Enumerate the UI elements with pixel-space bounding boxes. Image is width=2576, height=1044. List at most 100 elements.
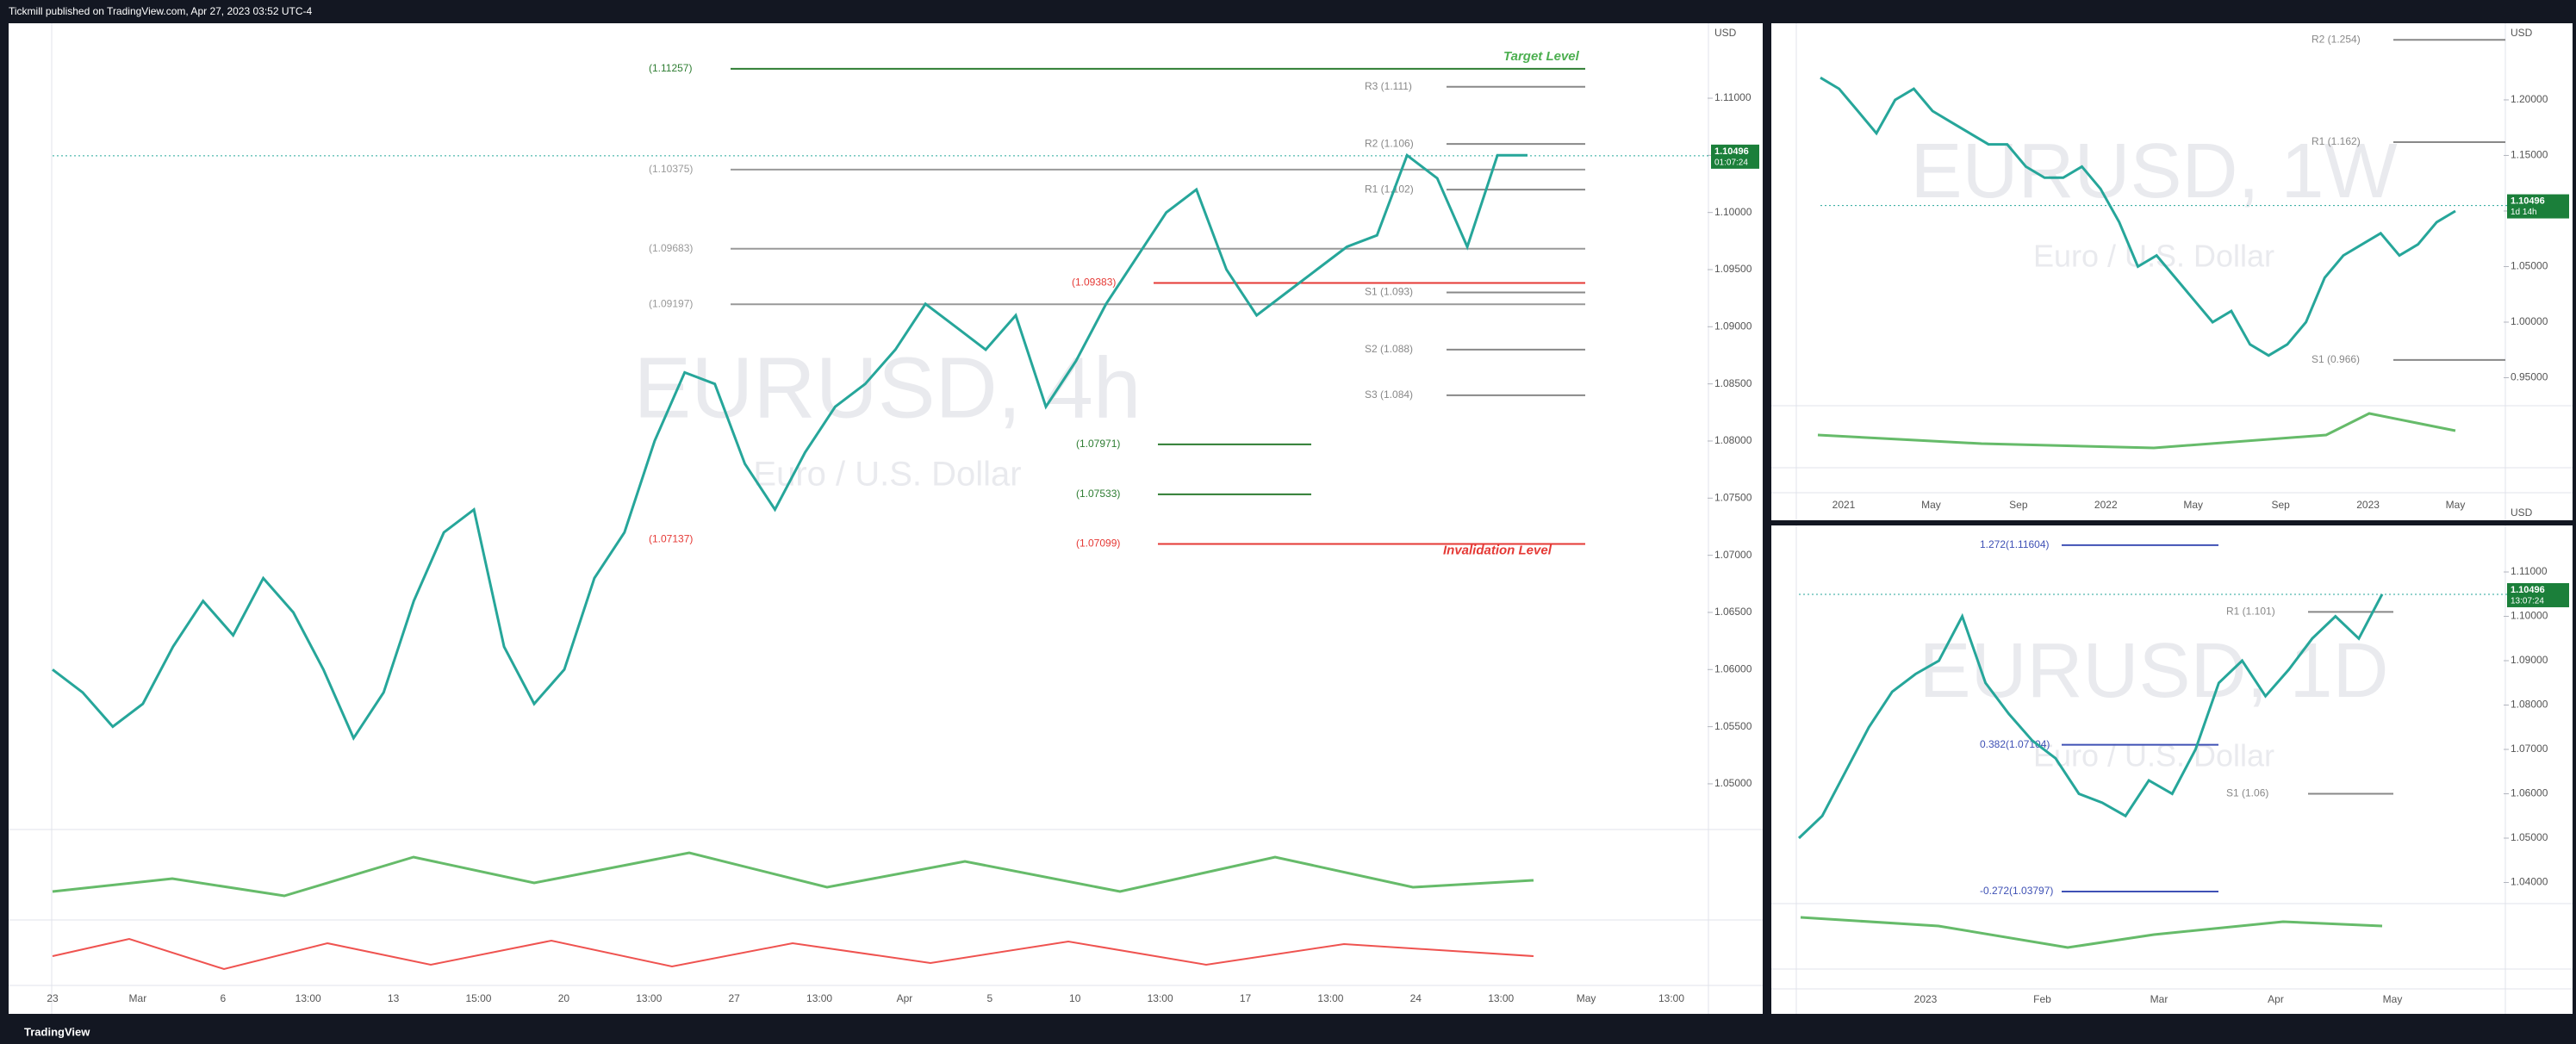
x-tick-label: Sep (2271, 499, 2290, 511)
y-tick-label: 1.06000 (2511, 787, 2548, 799)
x-tick-label: 6 (220, 992, 226, 1004)
watermark-subtitle: Euro / U.S. Dollar (2033, 738, 2274, 774)
price-line (1797, 593, 2384, 840)
y-tick-label: 1.08000 (2511, 699, 2548, 711)
x-tick-label: 10 (1069, 992, 1081, 1004)
watermark: EURUSD, 1D (1919, 628, 2388, 714)
y-tick-label: 1.07000 (2511, 743, 2548, 755)
y-tick-label: 1.09500 (1714, 263, 1752, 275)
y-tick-label: 1.06500 (1714, 606, 1752, 618)
invalidation-annotation: Invalidation Level (1443, 543, 1552, 557)
level-label: S3 (1.084) (1365, 388, 1413, 401)
last-price-badge (1711, 144, 1759, 169)
target-annotation: Target Level (1503, 49, 1580, 64)
oscillators (52, 412, 2456, 971)
level-label: R1 (1.102) (1365, 183, 1414, 195)
watermark: EURUSD, 1W (1910, 128, 2397, 214)
y-tick-label: 1.06000 (1714, 662, 1752, 674)
x-tick-label: 20 (558, 992, 570, 1004)
x-tick-label: 24 (1410, 992, 1422, 1004)
level-label: -0.272(1.03797) (1980, 885, 2053, 897)
level-label: R2 (1.254) (2312, 33, 2361, 45)
x-tick-label: 2023 (2356, 499, 2380, 511)
osc (1800, 916, 2383, 949)
x-tick-label: 23 (47, 992, 59, 1004)
y-tick-label: 1.08000 (1714, 434, 1752, 446)
x-tick-label: 13:00 (806, 992, 832, 1004)
y-tick-label: 1.09000 (2511, 654, 2548, 666)
x-tick-label: 15:00 (465, 992, 491, 1004)
countdown: 13:07:24 (2511, 597, 2544, 606)
osc (52, 937, 1534, 971)
x-tick-label: May (2183, 499, 2203, 511)
x-tick-label: 17 (1240, 992, 1252, 1004)
level-label: (1.09197) (649, 297, 693, 309)
level-label: (1.07533) (1076, 488, 1120, 500)
x-tick-label: Mar (129, 992, 147, 1004)
x-tick-label: May (2383, 993, 2403, 1005)
x-tick-label: Sep (2009, 499, 2028, 511)
y-tick-label: 1.05000 (2511, 260, 2548, 272)
level-label: 1.272(1.11604) (1980, 538, 2050, 550)
currency: USD (2511, 27, 2533, 39)
x-tick-label: 13:00 (1658, 992, 1684, 1004)
countdown: 01:07:24 (1714, 158, 1748, 168)
last-price-badge (2507, 194, 2569, 219)
separators (9, 23, 2573, 1014)
y-tick-label: 1.09000 (1714, 320, 1752, 332)
y-tick-label: 1.05000 (2511, 831, 2548, 843)
main-pane (9, 23, 1763, 1014)
x-tick-label: May (2446, 499, 2466, 511)
y-tick-label: 1.05500 (1714, 720, 1752, 732)
osc (52, 851, 1534, 898)
level-label: (1.09683) (649, 242, 693, 254)
level-label: (1.10375) (649, 163, 693, 175)
y-tick-label: 1.00000 (2511, 315, 2548, 327)
y-tick-label: 1.15000 (2511, 149, 2548, 161)
publisher: Tickmill published on TradingView.com, A… (9, 5, 313, 17)
x-tick-label: 5 (986, 992, 992, 1004)
last-price-badge (2507, 582, 2569, 607)
level-label: (1.07099) (1076, 538, 1120, 550)
y-tick-label: 1.20000 (2511, 93, 2548, 105)
x-tick-label: 13 (388, 992, 400, 1004)
level-label: (1.09383) (1072, 277, 1116, 289)
x-tick-label: Feb (2033, 993, 2051, 1005)
level-label: S1 (1.093) (1365, 286, 1413, 298)
level-label: S1 (1.06) (2226, 787, 2268, 799)
y-tick-label: 1.11000 (2511, 565, 2548, 577)
x-tick-label: 2021 (1832, 499, 1856, 511)
countdown: 1d 14h (2511, 208, 2537, 217)
x-tick-label: Apr (2268, 993, 2284, 1005)
x-tick-label: 27 (728, 992, 740, 1004)
price-line (1820, 76, 2456, 357)
x-tick-label: Mar (2150, 993, 2168, 1005)
level-label: R3 (1.111) (1365, 80, 1412, 92)
y-tick-label: 1.10000 (1714, 206, 1752, 218)
x-tick-label: 2023 (1914, 993, 1938, 1005)
level-label: R1 (1.162) (2312, 135, 2361, 147)
y-tick-label: 1.07000 (1714, 549, 1752, 561)
level-label: S2 (1.088) (1365, 343, 1413, 355)
y-tick-label: 1.10000 (2511, 610, 2548, 622)
last-price-label: 1.10496 (2511, 196, 2545, 206)
x-tick-label: 13:00 (1317, 992, 1343, 1004)
currency: USD (1714, 27, 1737, 39)
y-tick-label: 1.07500 (1714, 491, 1752, 503)
level-label: S1 (0.966) (2312, 353, 2360, 365)
x-tick-label: 13:00 (1148, 992, 1173, 1004)
brand: TradingView (24, 1025, 90, 1038)
currency: USD (2511, 506, 2533, 519)
level-label: 0.382(1.07104) (1980, 738, 2050, 750)
x-tick-label: May (1921, 499, 1941, 511)
x-tick-label: 13:00 (636, 992, 662, 1004)
y-tick-label: 1.04000 (2511, 876, 2548, 888)
x-tick-label: Apr (897, 992, 913, 1004)
x-tick-label: May (1577, 992, 1596, 1004)
y-tick-label: 0.95000 (2511, 371, 2548, 383)
level-label: (1.11257) (649, 62, 692, 74)
y-tick-label: 1.05000 (1714, 777, 1752, 789)
